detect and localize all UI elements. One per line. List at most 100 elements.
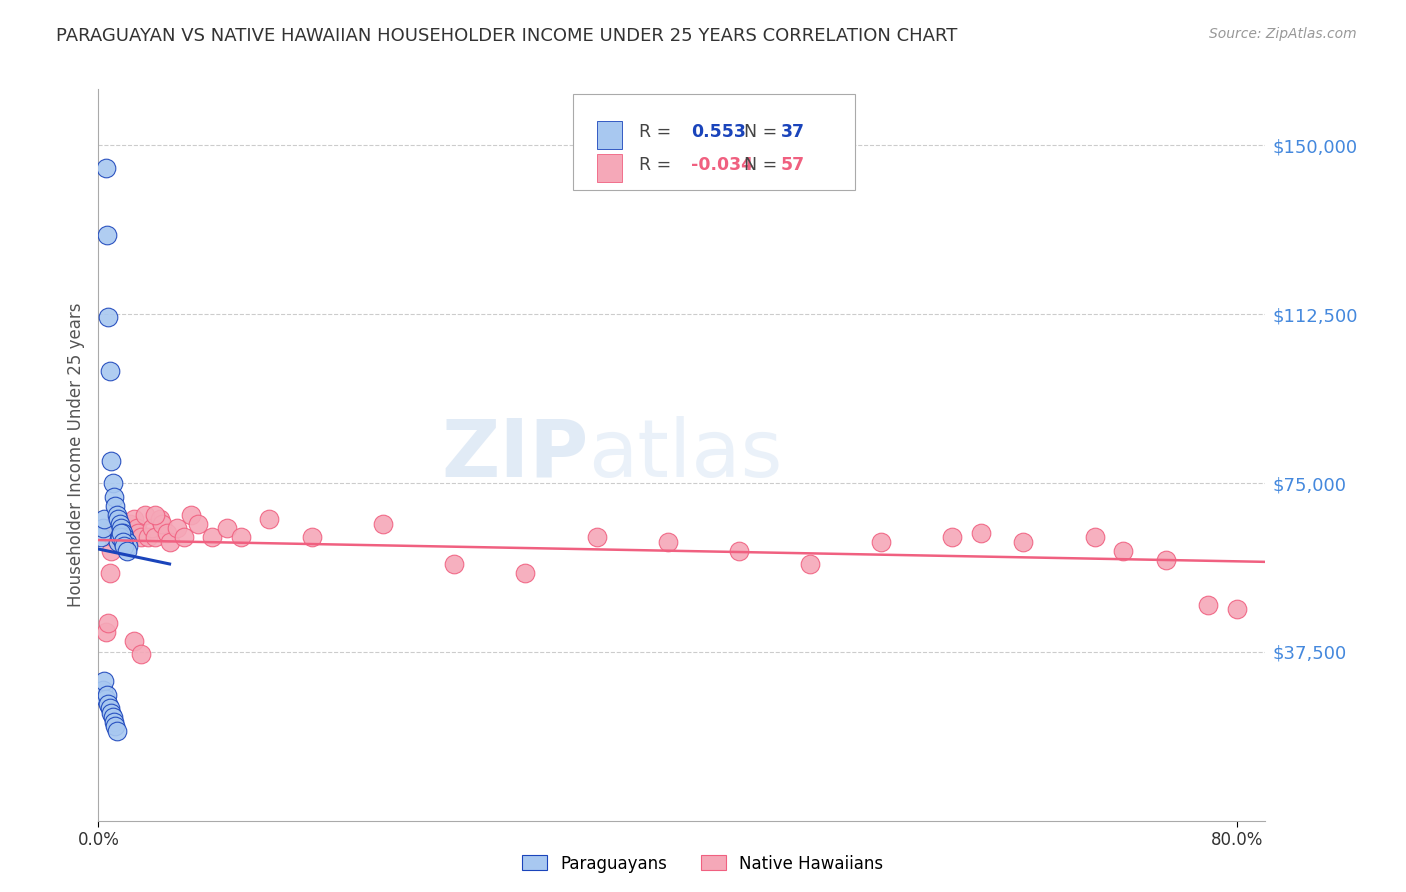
Point	[90, 530, 112, 544]
Point	[443, 557, 465, 571]
Point	[107, 534, 129, 549]
Point	[120, 530, 142, 544]
Point	[97, 697, 120, 711]
Point	[103, 490, 125, 504]
FancyBboxPatch shape	[596, 121, 623, 149]
Point	[96, 228, 118, 243]
Point	[727, 543, 749, 558]
Point	[111, 530, 134, 544]
Point	[201, 530, 224, 544]
Point	[111, 534, 134, 549]
Point	[143, 508, 166, 522]
Point	[187, 516, 209, 531]
Point	[1112, 543, 1135, 558]
Point	[104, 719, 127, 733]
Point	[110, 521, 132, 535]
Legend: Paraguayans, Native Hawaiians: Paraguayans, Native Hawaiians	[516, 848, 890, 880]
Point	[1012, 534, 1035, 549]
Point	[371, 516, 394, 531]
Point	[215, 521, 238, 535]
Text: ZIP: ZIP	[441, 416, 589, 494]
Point	[112, 539, 135, 553]
Text: -0.034: -0.034	[692, 156, 754, 174]
Point	[101, 710, 124, 724]
Point	[98, 701, 121, 715]
Point	[115, 543, 138, 558]
FancyBboxPatch shape	[596, 154, 623, 182]
Point	[110, 525, 132, 540]
Point	[93, 512, 115, 526]
Point	[118, 516, 141, 531]
Point	[1154, 552, 1177, 566]
Point	[657, 534, 679, 549]
Point	[134, 508, 156, 522]
Point	[122, 512, 145, 526]
Point	[166, 521, 188, 535]
Point	[122, 633, 145, 648]
Text: N =: N =	[744, 123, 783, 141]
Point	[94, 692, 117, 706]
Point	[129, 647, 152, 661]
Point	[257, 512, 280, 526]
Point	[108, 516, 131, 531]
Point	[229, 530, 252, 544]
Point	[152, 516, 174, 531]
Point	[98, 363, 121, 377]
Point	[143, 530, 166, 544]
Point	[173, 530, 195, 544]
Point	[93, 674, 115, 689]
Point	[91, 683, 114, 698]
Point	[100, 543, 122, 558]
Point	[110, 525, 132, 540]
Point	[101, 476, 124, 491]
Point	[180, 508, 202, 522]
Text: PARAGUAYAN VS NATIVE HAWAIIAN HOUSEHOLDER INCOME UNDER 25 YEARS CORRELATION CHAR: PARAGUAYAN VS NATIVE HAWAIIAN HOUSEHOLDE…	[56, 27, 957, 45]
Point	[515, 566, 537, 580]
Point	[104, 499, 127, 513]
Point	[1226, 602, 1249, 616]
Point	[301, 530, 323, 544]
FancyBboxPatch shape	[574, 95, 855, 190]
Point	[136, 530, 159, 544]
Point	[114, 525, 136, 540]
Point	[107, 512, 129, 526]
Point	[100, 706, 122, 720]
Point	[112, 530, 135, 544]
Point	[127, 525, 149, 540]
Point	[114, 534, 136, 549]
Point	[159, 534, 181, 549]
Point	[115, 521, 138, 535]
Point	[94, 161, 117, 175]
Point	[97, 310, 120, 324]
Point	[91, 521, 114, 535]
Text: 37: 37	[782, 123, 806, 141]
Text: R =: R =	[638, 156, 676, 174]
Point	[103, 521, 125, 535]
Point	[941, 530, 963, 544]
Point	[98, 566, 121, 580]
Point	[94, 624, 117, 639]
Text: N =: N =	[744, 156, 783, 174]
Point	[156, 525, 179, 540]
Point	[125, 521, 148, 535]
Point	[117, 539, 139, 553]
Y-axis label: Householder Income Under 25 years: Householder Income Under 25 years	[66, 302, 84, 607]
Point	[585, 530, 607, 544]
Point	[108, 516, 131, 531]
Point	[108, 530, 131, 544]
Point	[105, 723, 128, 738]
Text: atlas: atlas	[589, 416, 783, 494]
Point	[103, 714, 125, 729]
Text: 0.553: 0.553	[692, 123, 747, 141]
Point	[97, 615, 120, 630]
Point	[96, 688, 118, 702]
Point	[129, 530, 152, 544]
Point	[115, 534, 138, 549]
Point	[107, 521, 129, 535]
Point	[870, 534, 893, 549]
Point	[141, 521, 163, 535]
Point	[1084, 530, 1107, 544]
Point	[104, 516, 127, 531]
Point	[101, 530, 124, 544]
Point	[105, 512, 128, 526]
